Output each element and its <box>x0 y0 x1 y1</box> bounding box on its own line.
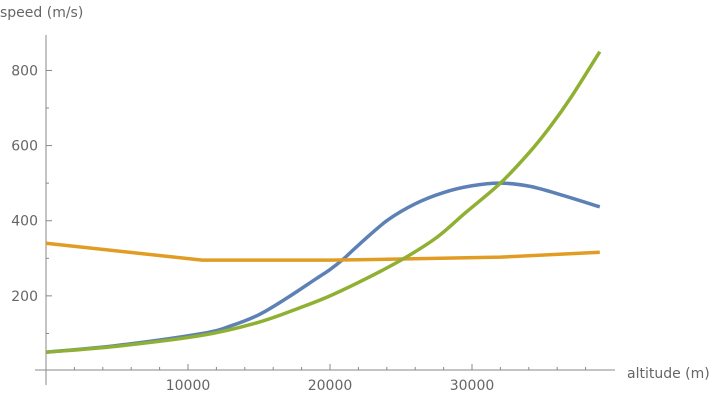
x-tick-label: 30000 <box>450 378 495 394</box>
x-axis-label: altitude (m) <box>627 366 710 382</box>
series-line-blue <box>45 181 601 354</box>
y-tick-label: 400 <box>11 214 38 230</box>
series-line-orange <box>45 241 600 262</box>
y-tick-label: 800 <box>11 63 38 79</box>
x-tick-label: 20000 <box>308 378 353 394</box>
series-line-green <box>45 50 602 354</box>
y-axis-label: speed (m/s) <box>0 5 83 21</box>
x-tick-label: 10000 <box>166 378 211 394</box>
y-tick-label: 200 <box>11 289 38 305</box>
y-tick-label: 600 <box>11 139 38 155</box>
